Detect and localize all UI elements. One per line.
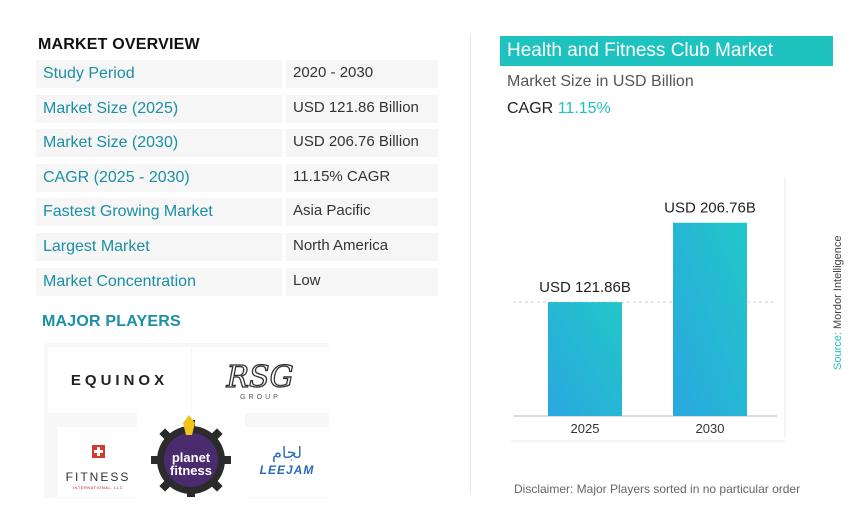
planet-line2: fitness — [170, 463, 212, 478]
cagr-line: CAGR 11.15% — [507, 100, 611, 118]
panel-divider — [470, 34, 471, 494]
fitness-logo-subtext: INTERNATIONAL, LLC — [72, 485, 124, 490]
disclaimer-text: Disclaimer: Major Players sorted in no p… — [514, 482, 801, 496]
bar-2030 — [673, 222, 747, 416]
rsg-mark-icon: RSG — [225, 359, 294, 395]
overview-value: 2020 - 2030 — [286, 60, 438, 88]
overview-label: Market Size (2025) — [36, 94, 282, 123]
overview-value: North America — [286, 232, 438, 261]
overview-row-market-size-2030: Market Size (2030) USD 206.76 Billion — [36, 129, 438, 158]
rsg-group-text: GROUP — [240, 394, 281, 401]
planet-line1: planet — [172, 450, 211, 465]
rsg-group-logo: RSG GROUP — [192, 347, 329, 413]
cagr-value: 11.15% — [557, 100, 611, 117]
equinox-logo: EQUINOX — [48, 347, 191, 413]
overview-label: Study Period — [36, 60, 282, 88]
chart-title: Health and Fitness Club Market — [500, 36, 833, 66]
planet-fitness-gear-icon: planet fitness — [151, 415, 231, 497]
planet-fitness-logo: planet fitness — [137, 413, 245, 498]
overview-label: Largest Market — [36, 232, 282, 261]
overview-label: Fastest Growing Market — [36, 198, 282, 227]
x-tick-label: 2030 — [696, 421, 725, 436]
rsg-mark-text: RSG — [225, 360, 293, 395]
bar-data-label: USD 121.86B — [539, 279, 631, 296]
source-label: Source: — [832, 332, 844, 370]
cagr-label: CAGR — [507, 100, 554, 117]
leejam-logo: لجام LEEJAM — [245, 427, 329, 497]
fitness-international-logo: FITNESS INTERNATIONAL, LLC — [58, 427, 138, 497]
market-size-bar-chart: USD 121.86B 2025 USD 206.76B 2030 — [511, 177, 786, 442]
overview-value: USD 206.76 Billion — [286, 129, 438, 158]
overview-label: Market Size (2030) — [36, 129, 282, 158]
overview-value: USD 121.86 Billion — [286, 94, 438, 123]
bar-2025 — [548, 302, 622, 416]
overview-row-study-period: Study Period 2020 - 2030 — [36, 60, 438, 88]
major-players-title: MAJOR PLAYERS — [42, 313, 181, 330]
leejam-arabic-text: لجام — [272, 443, 302, 462]
overview-row-fastest-growing: Fastest Growing Market Asia Pacific — [36, 198, 438, 227]
overview-label: CAGR (2025 - 2030) — [36, 163, 282, 192]
overview-value: 11.15% CAGR — [286, 163, 438, 192]
bar-data-label: USD 206.76B — [664, 200, 756, 217]
chart-subtitle: Market Size in USD Billion — [507, 73, 694, 90]
market-overview-table: Study Period 2020 - 2030 Market Size (20… — [36, 60, 438, 302]
overview-row-largest-market: Largest Market North America — [36, 232, 438, 261]
market-overview-title: MARKET OVERVIEW — [38, 36, 200, 53]
major-players-logos: EQUINOX RSG GROUP FITNESS INTERNATIONAL,… — [44, 343, 329, 498]
equinox-logo-text: EQUINOX — [70, 372, 169, 389]
overview-label: Market Concentration — [36, 267, 282, 296]
overview-value: Low — [286, 267, 438, 296]
leejam-logo-text: LEEJAM — [259, 463, 315, 477]
source-value: Mordor Intelligence — [832, 235, 844, 330]
overview-row-market-size-2025: Market Size (2025) USD 121.86 Billion — [36, 94, 438, 123]
fitness-logo-text: FITNESS — [65, 470, 131, 484]
overview-value: Asia Pacific — [286, 198, 438, 227]
x-tick-label: 2025 — [571, 421, 600, 436]
overview-row-cagr: CAGR (2025 - 2030) 11.15% CAGR — [36, 163, 438, 192]
fitness-emblem-icon — [92, 445, 105, 458]
source-note: Source: Mordor Intelligence — [832, 235, 844, 370]
overview-row-concentration: Market Concentration Low — [36, 267, 438, 296]
leejam-arabic-icon: لجام — [272, 443, 302, 462]
